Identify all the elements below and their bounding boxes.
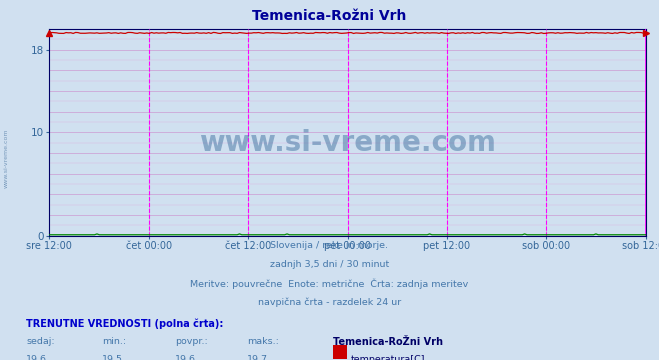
Text: Temenica-Rožni Vrh: Temenica-Rožni Vrh	[252, 9, 407, 23]
Text: 19,5: 19,5	[102, 355, 123, 360]
Text: min.:: min.:	[102, 337, 127, 346]
Text: 19,7: 19,7	[247, 355, 268, 360]
Text: Temenica-RoŽni Vrh: Temenica-RoŽni Vrh	[333, 337, 443, 347]
Text: navpična črta - razdelek 24 ur: navpična črta - razdelek 24 ur	[258, 297, 401, 307]
Text: www.si-vreme.com: www.si-vreme.com	[199, 129, 496, 157]
Text: 19,6: 19,6	[175, 355, 196, 360]
Text: 19,6: 19,6	[26, 355, 47, 360]
Text: zadnjh 3,5 dni / 30 minut: zadnjh 3,5 dni / 30 minut	[270, 260, 389, 269]
Text: temperatura[C]: temperatura[C]	[351, 355, 426, 360]
Text: sedaj:: sedaj:	[26, 337, 55, 346]
Text: Slovenija / reke in morje.: Slovenija / reke in morje.	[270, 241, 389, 250]
Text: povpr.:: povpr.:	[175, 337, 208, 346]
Text: www.si-vreme.com: www.si-vreme.com	[4, 129, 9, 188]
Text: maks.:: maks.:	[247, 337, 279, 346]
Text: TRENUTNE VREDNOSTI (polna črta):: TRENUTNE VREDNOSTI (polna črta):	[26, 319, 224, 329]
Text: Meritve: pouvrečne  Enote: metrične  Črta: zadnja meritev: Meritve: pouvrečne Enote: metrične Črta:…	[190, 279, 469, 289]
